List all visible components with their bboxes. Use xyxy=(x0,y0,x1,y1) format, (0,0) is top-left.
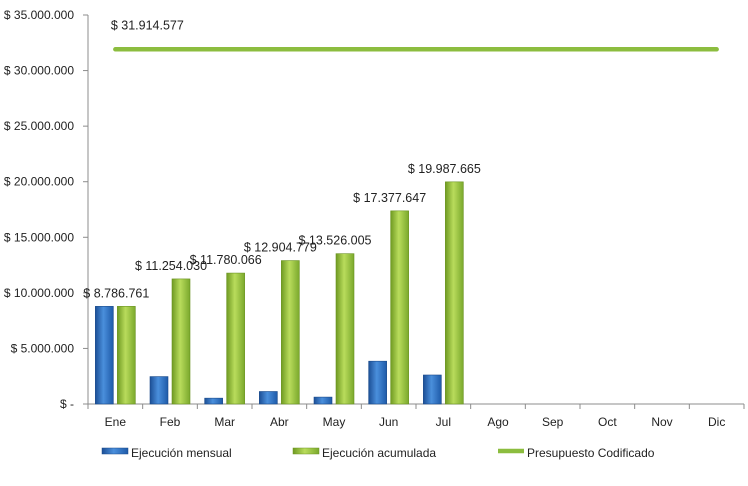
bar-ejecucion-mensual xyxy=(204,397,223,405)
data-label-presupuesto-codificado: $ 31.914.577 xyxy=(111,18,184,32)
y-tick-label: $ 35.000.000 xyxy=(4,8,74,22)
x-tick-label: Mar xyxy=(214,415,235,429)
y-tick-label: $ 5.000.000 xyxy=(11,341,75,355)
bar-ejecucion-mensual xyxy=(95,306,114,405)
y-tick-label: $ 25.000.000 xyxy=(4,119,74,133)
bar-ejecucion-acumulada xyxy=(335,253,355,405)
bar-ejecucion-mensual xyxy=(313,396,333,405)
y-tick-label: $ - xyxy=(60,397,74,411)
y-tick-label: $ 15.000.000 xyxy=(4,230,74,244)
x-tick-label: May xyxy=(323,415,346,429)
data-label-ejecucion-acumulada: $ 8.786.761 xyxy=(83,286,149,300)
data-label-ejecucion-acumulada: $ 17.377.647 xyxy=(353,191,426,205)
x-tick-label: Sep xyxy=(542,415,564,429)
data-label-ejecucion-acumulada: $ 11.254.030 xyxy=(135,259,207,273)
x-tick-label: Oct xyxy=(598,415,617,429)
y-tick-label: $ 10.000.000 xyxy=(4,286,74,300)
x-tick-label: Abr xyxy=(270,415,289,429)
x-tick-label: Nov xyxy=(651,415,672,429)
x-tick-label: Jul xyxy=(436,415,451,429)
bar-ejecucion-mensual xyxy=(368,360,387,405)
y-tick-label: $ 20.000.000 xyxy=(4,175,74,189)
bar-ejecucion-mensual xyxy=(259,391,278,405)
bar-ejecucion-mensual xyxy=(423,374,442,405)
legend-label-ejecucion-acumulada: Ejecución acumulada xyxy=(322,446,436,460)
x-tick-label: Feb xyxy=(160,415,181,429)
bar-ejecucion-acumulada xyxy=(281,260,300,405)
legend-swatch-ejecucion-acumulada xyxy=(292,447,320,455)
legend-swatch-ejecucion-mensual xyxy=(101,447,129,455)
bar-ejecucion-acumulada xyxy=(117,306,136,405)
legend-label-ejecucion-mensual: Ejecución mensual xyxy=(131,446,232,460)
data-label-ejecucion-acumulada: $ 13.526.005 xyxy=(299,234,372,248)
bar-ejecucion-acumulada xyxy=(171,278,191,405)
data-label-ejecucion-acumulada: $ 11.780.066 xyxy=(190,253,262,267)
y-tick-label: $ 30.000.000 xyxy=(4,64,74,78)
legend-label-presupuesto-codificado: Presupuesto Codificado xyxy=(527,446,655,460)
bar-ejecucion-mensual xyxy=(149,376,169,405)
data-label-ejecucion-acumulada: $ 19.987.665 xyxy=(408,162,481,176)
data-label-ejecucion-acumulada: $ 12.904.779 xyxy=(244,241,317,255)
x-tick-label: Dic xyxy=(708,415,725,429)
bar-ejecucion-acumulada xyxy=(445,181,464,405)
x-tick-label: Ago xyxy=(487,415,509,429)
bar-ejecucion-acumulada xyxy=(226,272,245,405)
bar-ejecucion-acumulada xyxy=(390,210,409,405)
x-tick-label: Ene xyxy=(105,415,127,429)
x-tick-label: Jun xyxy=(379,415,398,429)
